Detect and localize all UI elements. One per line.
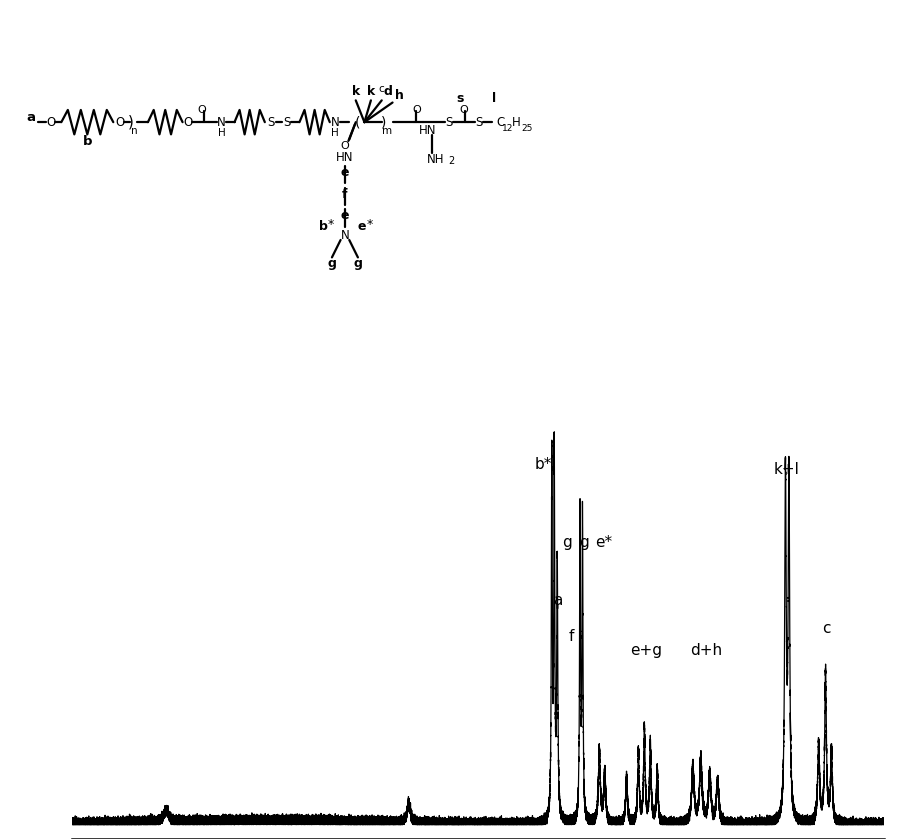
Text: d+h: d+h	[690, 644, 722, 658]
Text: k: k	[352, 85, 360, 98]
Text: HN: HN	[419, 124, 436, 138]
Text: g: g	[327, 258, 336, 270]
Text: g: g	[579, 534, 589, 550]
Text: N: N	[217, 116, 226, 128]
Text: ): )	[128, 115, 133, 130]
Text: C: C	[496, 116, 505, 128]
Text: 2: 2	[448, 156, 454, 166]
Text: f: f	[568, 628, 574, 644]
Text: O: O	[115, 116, 124, 128]
Text: 12: 12	[502, 124, 513, 133]
Text: NH: NH	[427, 153, 445, 166]
Text: O: O	[183, 116, 192, 128]
Text: s: s	[456, 91, 464, 105]
Text: *: *	[328, 218, 335, 232]
Text: a: a	[554, 592, 563, 607]
Text: b: b	[83, 135, 92, 149]
Text: S: S	[268, 116, 275, 128]
Text: e: e	[341, 166, 349, 179]
Text: S: S	[283, 116, 290, 128]
Text: H: H	[217, 128, 226, 138]
Text: c: c	[378, 85, 383, 95]
Text: O: O	[412, 105, 420, 115]
Text: b: b	[318, 221, 327, 233]
Text: k+l: k+l	[774, 462, 800, 477]
Text: c: c	[823, 622, 831, 637]
Text: H: H	[331, 128, 339, 138]
Text: O: O	[198, 105, 207, 115]
Text: d: d	[383, 85, 392, 98]
Text: O: O	[46, 116, 55, 128]
Text: a: a	[26, 112, 35, 124]
Text: h: h	[394, 90, 403, 102]
Text: l: l	[492, 91, 496, 105]
Text: e: e	[341, 210, 349, 222]
Text: k: k	[367, 85, 375, 98]
Text: S: S	[475, 116, 483, 128]
Text: H: H	[511, 116, 520, 128]
Text: e+g: e+g	[630, 644, 662, 658]
Text: (: (	[355, 115, 361, 129]
Text: N: N	[331, 116, 339, 128]
Text: g: g	[354, 258, 363, 270]
Text: f: f	[342, 188, 347, 201]
Text: n: n	[131, 126, 137, 136]
Text: 25: 25	[521, 124, 532, 133]
Text: S: S	[446, 116, 453, 128]
Text: m: m	[382, 126, 392, 136]
Text: *: *	[367, 218, 373, 232]
Text: O: O	[341, 141, 349, 151]
Text: e*: e*	[595, 534, 612, 550]
Text: g: g	[562, 534, 572, 550]
Text: HN: HN	[336, 150, 354, 164]
Text: O: O	[460, 105, 468, 115]
Text: b*: b*	[535, 457, 552, 472]
Text: N: N	[341, 229, 349, 242]
Text: e: e	[358, 221, 366, 233]
Text: ): )	[382, 115, 387, 129]
